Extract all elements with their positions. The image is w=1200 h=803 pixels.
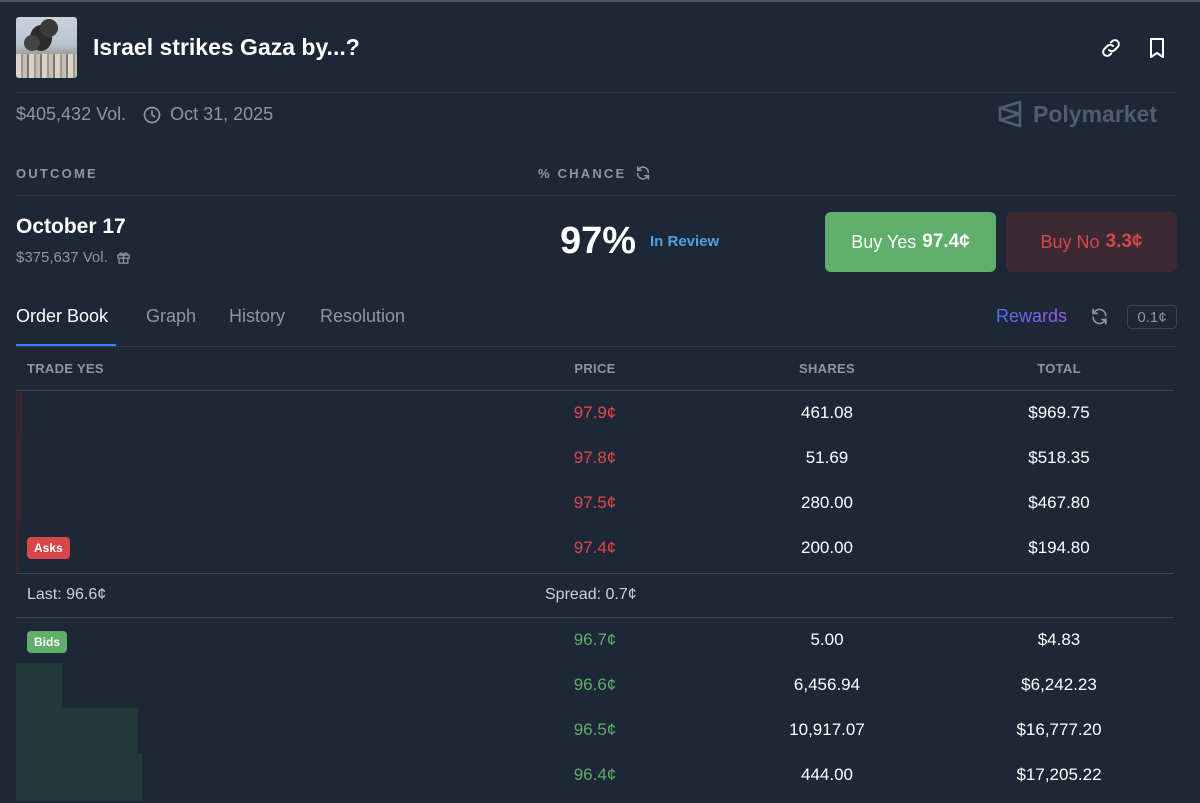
table-row[interactable]: 96.6¢ 6,456.94 $6,242.23 — [16, 663, 1174, 708]
ask-depth-bar — [16, 436, 21, 481]
bid-price: 96.5¢ — [573, 720, 617, 739]
rewards-link[interactable]: Rewards — [996, 306, 1068, 326]
refresh-icon[interactable] — [635, 165, 651, 181]
table-row[interactable]: 96.4¢ 444.00 $17,205.22 — [16, 753, 1174, 798]
buy-yes-price: 97.4¢ — [922, 231, 970, 252]
ask-shares: 51.69 — [805, 448, 849, 467]
buy-yes-label: Buy Yes — [851, 231, 917, 252]
refresh-icon[interactable] — [1090, 307, 1109, 326]
table-row[interactable]: 97.4¢ 200.00 $194.80 — [16, 526, 1174, 571]
clock-icon — [143, 106, 161, 123]
market-header: Israel strikes Gaza by...? — [16, 17, 1184, 79]
active-tab-indicator — [16, 344, 116, 346]
table-header-divider — [16, 390, 1174, 391]
bid-price: 96.4¢ — [573, 765, 617, 784]
window-top-border — [0, 0, 1200, 2]
bid-depth-bar — [16, 708, 138, 753]
buy-no-label: Buy No — [1040, 231, 1100, 252]
bid-shares: 10,917.07 — [789, 720, 865, 739]
bid-total: $6,242.23 — [1021, 675, 1097, 694]
spread-divider-bottom — [16, 617, 1174, 618]
bid-shares: 6,456.94 — [793, 675, 861, 694]
bid-shares: 5.00 — [810, 630, 844, 649]
bids-badge: Bids — [27, 631, 68, 653]
header-divider — [16, 92, 1176, 93]
ask-depth-bar — [16, 392, 23, 436]
ask-shares: 280.00 — [801, 493, 853, 512]
market-thumbnail — [16, 17, 77, 78]
ask-total: $467.80 — [1028, 493, 1090, 512]
buy-no-price: 3.3¢ — [1105, 231, 1143, 252]
tab-graph[interactable]: Graph — [146, 306, 197, 326]
ask-shares: 461.08 — [801, 403, 853, 422]
market-title: Israel strikes Gaza by...? — [93, 34, 360, 60]
tab-history[interactable]: History — [229, 306, 286, 326]
gift-icon[interactable] — [116, 250, 131, 265]
buy-no-button[interactable]: Buy No 3.3¢ — [1006, 212, 1177, 272]
tick-size-selector[interactable]: 0.1¢ — [1127, 305, 1177, 329]
ask-total: $194.80 — [1028, 538, 1090, 557]
header-price: PRICE — [574, 361, 616, 376]
market-end-date: Oct 31, 2025 — [170, 104, 274, 124]
tabs-divider — [16, 346, 1176, 347]
brand-name: Polymarket — [1033, 100, 1158, 127]
spread-divider-top — [16, 573, 1174, 574]
bid-total: $16,777.20 — [1016, 720, 1102, 739]
bookmark-icon[interactable] — [1145, 36, 1169, 60]
header-shares: SHARES — [799, 361, 855, 376]
status-badge: In Review — [650, 233, 720, 250]
tab-resolution[interactable]: Resolution — [320, 306, 406, 326]
ask-price: 97.8¢ — [573, 448, 617, 467]
polymarket-logo-icon — [998, 100, 1022, 128]
bid-depth-bar — [16, 663, 62, 708]
spread-value: Spread: 0.7¢ — [545, 586, 637, 603]
market-volume: $405,432 Vol. — [16, 104, 127, 124]
ask-total: $969.75 — [1028, 403, 1090, 422]
outcome-name: October 17 — [16, 215, 126, 238]
ask-depth-bar — [16, 481, 21, 526]
outcome-volume-row: $375,637 Vol. — [16, 249, 131, 266]
link-icon[interactable] — [1099, 36, 1123, 60]
ask-price: 97.4¢ — [573, 538, 617, 557]
outcome-chance: 97% — [560, 220, 637, 262]
bid-price: 96.6¢ — [573, 675, 617, 694]
bid-depth-bar — [16, 753, 142, 801]
market-meta: $405,432 Vol. Oct 31, 2025 — [16, 104, 273, 125]
table-row[interactable]: 96.7¢ 5.00 $4.83 — [16, 618, 1174, 663]
header-total: TOTAL — [1037, 361, 1081, 376]
outcome-column-label: OUTCOME — [16, 166, 98, 181]
table-row[interactable]: 97.5¢ 280.00 $467.80 — [16, 481, 1174, 526]
buy-yes-button[interactable]: Buy Yes 97.4¢ — [825, 212, 996, 272]
ask-price: 97.5¢ — [573, 493, 617, 512]
bid-price: 96.7¢ — [573, 630, 617, 649]
chance-column-label: % CHANCE — [538, 166, 627, 181]
bid-total: $4.83 — [1037, 630, 1081, 649]
outcome-divider — [16, 195, 1176, 196]
ask-shares: 200.00 — [801, 538, 853, 557]
header-trade-yes: TRADE YES — [27, 361, 104, 376]
bid-total: $17,205.22 — [1016, 765, 1102, 784]
table-row[interactable]: 97.8¢ 51.69 $518.35 — [16, 436, 1174, 481]
bid-shares: 444.00 — [801, 765, 853, 784]
asks-badge: Asks — [27, 537, 70, 559]
tab-order-book[interactable]: Order Book — [16, 306, 109, 326]
table-row[interactable]: 96.5¢ 10,917.07 $16,777.20 — [16, 708, 1174, 753]
ask-total: $518.35 — [1028, 448, 1090, 467]
ask-depth-bar — [16, 526, 19, 571]
table-row[interactable]: 97.9¢ 461.08 $969.75 — [16, 391, 1174, 436]
polymarket-logo[interactable]: Polymarket — [997, 100, 1157, 128]
outcome-volume: $375,637 Vol. — [16, 249, 108, 266]
ask-price: 97.9¢ — [573, 403, 617, 422]
last-price: Last: 96.6¢ — [27, 586, 107, 603]
